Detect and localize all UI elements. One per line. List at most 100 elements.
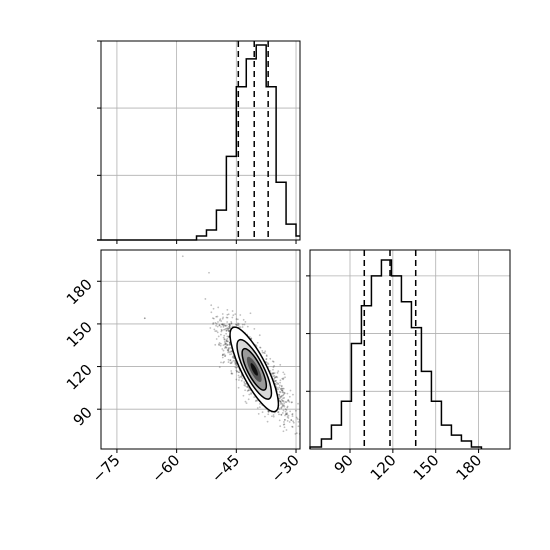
- scatter-point: [281, 387, 284, 390]
- hist1-step-line: [97, 44, 300, 241]
- scatter-point: [267, 411, 270, 413]
- scatter-point: [230, 362, 233, 364]
- hist-param2: 90 120 150 180: [306, 249, 511, 484]
- scatter-point: [221, 348, 224, 350]
- scatter-point: [272, 415, 275, 418]
- scatter-point: [297, 402, 299, 405]
- scatter-point: [214, 330, 217, 333]
- scatter-point: [209, 327, 212, 329]
- scatter-point: [277, 383, 279, 386]
- scatter-point: [231, 372, 234, 375]
- scatter-point: [267, 410, 269, 412]
- scatter-point: [215, 338, 218, 340]
- scatter-point: [241, 326, 244, 328]
- scatter-point: [276, 376, 279, 379]
- scatter-ytick-label: 180: [63, 275, 96, 308]
- scatter-point: [232, 355, 234, 358]
- scatter-point: [283, 392, 286, 395]
- scatter-point: [279, 387, 282, 390]
- scatter-point: [279, 379, 282, 382]
- scatter-point: [278, 419, 281, 422]
- scatter-point: [283, 418, 286, 421]
- scatter-point: [286, 413, 289, 416]
- scatter-point: [284, 413, 287, 416]
- scatter-point: [284, 408, 287, 411]
- scatter-point: [224, 345, 227, 348]
- scatter-point: [217, 335, 220, 338]
- scatter-point: [243, 382, 246, 385]
- scatter-point: [246, 386, 249, 388]
- scatter-point: [225, 329, 228, 332]
- scatter-point: [216, 331, 219, 334]
- scatter-point: [258, 406, 261, 409]
- scatter-point: [227, 348, 230, 351]
- scatter-point: [226, 308, 229, 311]
- scatter-point: [281, 389, 284, 392]
- scatter-point: [222, 316, 224, 319]
- scatter-point: [225, 332, 228, 335]
- scatter-point: [242, 318, 245, 321]
- scatter-point: [280, 389, 283, 392]
- scatter-point: [228, 325, 230, 328]
- scatter-point: [234, 313, 237, 316]
- scatter-point: [283, 391, 286, 394]
- scatter-point: [284, 418, 286, 421]
- scatter-point: [222, 324, 225, 327]
- scatter-point: [220, 326, 222, 328]
- hist2-quantile-lines: [363, 250, 417, 449]
- scatter-point: [229, 326, 231, 329]
- scatter-point: [283, 402, 286, 405]
- scatter-point: [286, 406, 289, 409]
- scatter-point: [282, 387, 285, 390]
- scatter-point: [244, 320, 247, 323]
- scatter-point: [239, 314, 242, 316]
- scatter-point: [261, 411, 264, 414]
- scatter-point: [226, 344, 229, 347]
- scatter-point: [235, 366, 238, 369]
- scatter-point: [226, 321, 229, 323]
- scatter-point: [276, 387, 278, 389]
- hist2-xtick-label: 90: [331, 451, 357, 477]
- scatter-point: [275, 375, 278, 378]
- scatter-point: [267, 413, 270, 416]
- scatter-point: [228, 324, 231, 327]
- scatter-point: [280, 398, 283, 401]
- scatter-point: [282, 391, 285, 394]
- hist2-frame: [309, 249, 511, 450]
- scatter-point: [271, 372, 274, 375]
- scatter-point: [280, 406, 283, 409]
- scatter-point: [283, 426, 286, 429]
- scatter-point: [218, 344, 221, 346]
- scatter-point: [230, 322, 233, 325]
- scatter-point: [226, 337, 229, 340]
- scatter-point: [265, 358, 268, 361]
- scatter-point: [211, 317, 214, 319]
- scatter-point: [280, 407, 283, 410]
- scatter-point: [267, 363, 270, 366]
- scatter-point: [291, 413, 294, 415]
- scatter-point: [236, 324, 239, 327]
- scatter-point: [283, 397, 286, 399]
- scatter-point: [220, 330, 223, 333]
- scatter-point: [261, 349, 264, 352]
- scatter-point: [289, 410, 292, 413]
- scatter-point: [223, 341, 226, 343]
- scatter-point: [223, 338, 226, 341]
- scatter-point: [295, 416, 298, 419]
- density-contours: [229, 326, 280, 413]
- scatter-point: [278, 395, 281, 398]
- scatter-point: [220, 320, 223, 322]
- scatter-point: [279, 402, 282, 405]
- scatter-point: [235, 318, 238, 320]
- scatter-point: [278, 413, 280, 416]
- scatter-point: [238, 379, 240, 381]
- scatter-point: [278, 384, 281, 387]
- scatter-point: [234, 366, 237, 369]
- scatter-point: [224, 324, 227, 327]
- scatter-point: [282, 371, 285, 374]
- scatter-point: [282, 393, 285, 396]
- scatter-point: [244, 389, 247, 392]
- scatter-point: [225, 346, 228, 349]
- scatter-point: [225, 339, 228, 341]
- scatter-point: [232, 314, 235, 317]
